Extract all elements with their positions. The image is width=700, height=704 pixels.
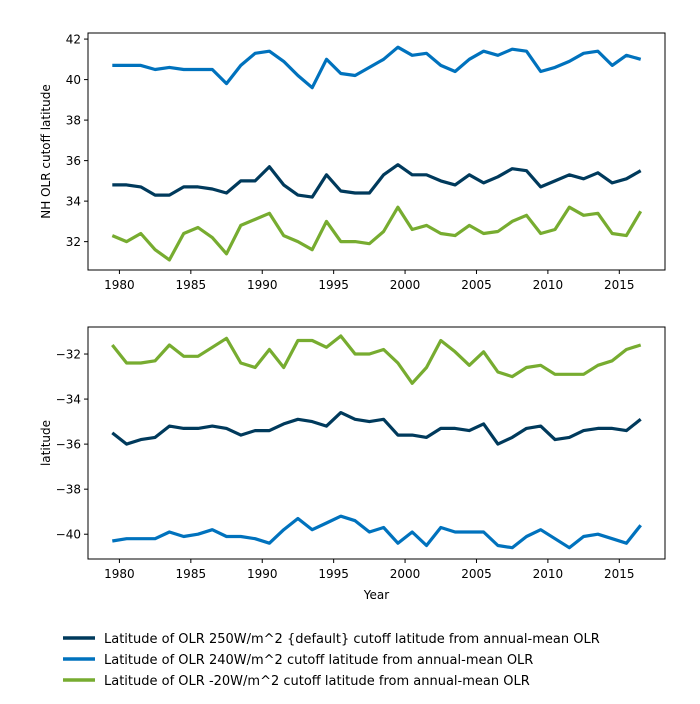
y-axis-label: NH OLR cutoff latitude bbox=[39, 84, 53, 218]
x-tick-label: 1990 bbox=[247, 278, 278, 292]
x-tick-label: 2000 bbox=[390, 278, 421, 292]
y-tick-label: −38 bbox=[56, 483, 81, 497]
y-tick-label: 40 bbox=[66, 73, 81, 87]
series-line-1 bbox=[112, 45, 642, 90]
x-tick-label: 2010 bbox=[533, 278, 564, 292]
y-axis-label: latitude bbox=[39, 420, 53, 466]
y-tick-label: 38 bbox=[66, 114, 81, 128]
y-tick-label: 32 bbox=[66, 235, 81, 249]
x-tick-label: 2015 bbox=[604, 567, 635, 581]
x-tick-label: 1980 bbox=[104, 567, 135, 581]
x-tick-label: 1985 bbox=[176, 567, 207, 581]
top-panel: 1980 1985 1990 1995 2000 2005 2010 2015 32 34 36 38… bbox=[39, 32, 666, 292]
legend: Latitude of OLR 250W/m^2 {default} cutof… bbox=[63, 632, 600, 689]
y-tick-label: −32 bbox=[56, 348, 81, 362]
y-tick-label: 34 bbox=[66, 195, 81, 209]
series-line-2 bbox=[111, 334, 642, 385]
y-tick-label: −36 bbox=[56, 438, 81, 452]
legend-label-1: Latitude of OLR 240W/m^2 cutoff latitude… bbox=[104, 653, 533, 668]
x-tick-label: 2015 bbox=[604, 278, 635, 292]
x-tick-label: 2005 bbox=[461, 278, 492, 292]
y-tick-label: 42 bbox=[66, 33, 81, 47]
x-axis-label: Year bbox=[363, 588, 389, 602]
x-tick-label: 2010 bbox=[533, 567, 564, 581]
bottom-panel: 1980 1985 1990 1995 2000 2005 2010 2015 −40 −38 −3… bbox=[39, 326, 666, 602]
x-tick-label: 1990 bbox=[247, 567, 278, 581]
x-tick-label: 1995 bbox=[318, 567, 349, 581]
x-tick-label: 2000 bbox=[390, 567, 421, 581]
x-tick-label: 1980 bbox=[104, 278, 135, 292]
legend-label-2: Latitude of OLR -20W/m^2 cutoff latitude… bbox=[104, 674, 530, 689]
x-tick-label: 1985 bbox=[176, 278, 207, 292]
x-tick-label: 1995 bbox=[318, 278, 349, 292]
series-line-2 bbox=[111, 205, 643, 262]
series-line-0 bbox=[111, 411, 642, 446]
axes-frame bbox=[87, 326, 666, 560]
series-line-0 bbox=[112, 163, 642, 199]
axes-frame bbox=[87, 32, 666, 271]
series-line-1 bbox=[112, 514, 642, 550]
x-tick-label: 2005 bbox=[461, 567, 492, 581]
y-tick-label: 36 bbox=[66, 154, 81, 168]
y-tick-label: −40 bbox=[56, 528, 81, 542]
legend-label-0: Latitude of OLR 250W/m^2 {default} cutof… bbox=[104, 632, 600, 647]
y-tick-label: −34 bbox=[56, 393, 81, 407]
